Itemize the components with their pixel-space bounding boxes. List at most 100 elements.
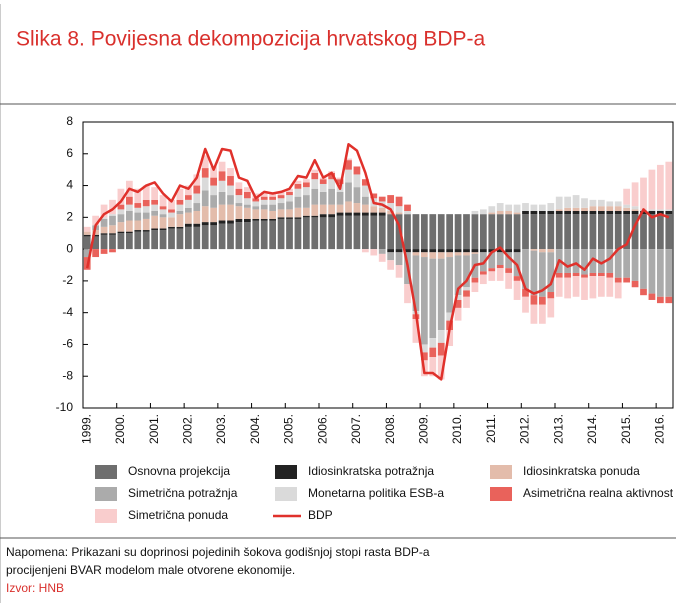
- bar-segment: [656, 210, 664, 215]
- bar-segment: [446, 214, 454, 250]
- bar-segment: [218, 204, 226, 221]
- bar-segment: [656, 214, 664, 250]
- bar-segment: [488, 268, 496, 272]
- bar-segment: [454, 252, 462, 256]
- bar-segment: [353, 174, 361, 188]
- bar-segment: [311, 204, 319, 216]
- bar-segment: [269, 193, 277, 197]
- bar-segment: [530, 295, 538, 305]
- bar-segment: [125, 231, 133, 234]
- bar-segment: [193, 203, 201, 211]
- bar-segment: [345, 169, 352, 183]
- bar-segment: [378, 212, 386, 216]
- bar-segment: [513, 204, 521, 213]
- bar-segment: [193, 223, 201, 227]
- bar-segment: [353, 212, 361, 216]
- x-tick-label: 2004.: [248, 414, 262, 444]
- bar-segment: [572, 214, 580, 250]
- bar-segment: [547, 210, 555, 215]
- bar-segment: [353, 187, 361, 204]
- bar-segment: [538, 296, 546, 305]
- y-tick-label: 2: [66, 210, 73, 224]
- bar-segment: [302, 215, 310, 218]
- bar-segment: [218, 191, 226, 205]
- bar-segment: [210, 225, 218, 250]
- bar-segment: [463, 214, 470, 250]
- bar-segment: [328, 217, 336, 250]
- bar-segment: [210, 207, 218, 223]
- bar-segment: [665, 209, 673, 211]
- x-tick-label: 2012.: [518, 414, 532, 444]
- bar-segment: [210, 195, 218, 208]
- bar-segment: [243, 204, 251, 208]
- bar-segment: [530, 214, 538, 250]
- bar-segment: [404, 249, 411, 253]
- bar-segment: [589, 214, 597, 250]
- bar-segment: [513, 214, 521, 250]
- bar-segment: [581, 207, 588, 211]
- bar-segment: [488, 271, 496, 281]
- legend-swatch: [490, 465, 512, 479]
- bar-segment: [83, 231, 91, 235]
- bar-segment: [227, 195, 234, 205]
- bar-segment: [370, 215, 378, 250]
- x-tick-label: 2016.: [653, 414, 667, 444]
- bar-segment: [496, 249, 504, 253]
- bar-segment: [269, 196, 277, 200]
- bar-segment: [564, 277, 572, 299]
- bar-segment: [159, 217, 167, 229]
- bar-segment: [201, 177, 209, 191]
- bar-segment: [429, 357, 437, 377]
- bar-segment: [471, 214, 479, 250]
- bar-segment: [235, 195, 243, 204]
- bar-segment: [665, 249, 673, 297]
- bar-segment: [336, 212, 344, 216]
- bar-segment: [648, 214, 656, 250]
- bar-segment: [201, 222, 209, 226]
- bar-segment: [277, 203, 285, 210]
- bar-segment: [142, 230, 150, 232]
- bar-segment: [210, 222, 218, 226]
- bar-segment: [328, 179, 336, 189]
- bar-segment: [429, 249, 437, 253]
- bar-segment: [353, 215, 361, 250]
- chart-title: Slika 8. Povijesna dekompozicija hrvatsk…: [16, 28, 486, 51]
- bar-segment: [142, 199, 150, 207]
- bar-segment: [522, 214, 529, 250]
- bar-segment: [100, 204, 108, 218]
- bar-segment: [555, 209, 563, 211]
- bar-segment: [83, 236, 91, 250]
- bar-segment: [522, 296, 529, 313]
- x-tick-label: 2008.: [383, 414, 397, 444]
- bar-segment: [572, 249, 580, 273]
- bar-segment: [142, 231, 150, 250]
- bar-segment: [370, 212, 378, 216]
- bar-segment: [252, 218, 260, 221]
- bar-segment: [429, 338, 437, 348]
- bar-segment: [125, 233, 133, 250]
- bar-segment: [496, 265, 504, 269]
- bar-segment: [631, 214, 639, 250]
- bar-segment: [117, 222, 125, 232]
- note: procijenjeni BVAR modelom male otvorene …: [6, 563, 295, 577]
- bar-segment: [471, 277, 479, 283]
- bar-segment: [345, 215, 352, 250]
- bar-segment: [109, 233, 116, 235]
- bar-segment: [479, 209, 487, 215]
- bar-segment: [277, 209, 285, 218]
- bar-segment: [597, 214, 605, 250]
- bar-segment: [277, 198, 285, 204]
- bar-segment: [294, 207, 302, 218]
- bar-segment: [260, 191, 268, 197]
- bar-segment: [252, 198, 260, 202]
- legend-label: Simetrična ponuda: [128, 508, 228, 522]
- bar-segment: [184, 212, 192, 224]
- bar-segment: [218, 180, 226, 192]
- bar-segment: [277, 191, 285, 196]
- bar-segment: [142, 218, 150, 231]
- bar-segment: [361, 179, 369, 186]
- legend-swatch: [275, 465, 297, 479]
- bar-segment: [100, 249, 108, 254]
- bar-segment: [319, 179, 327, 184]
- bar-segment: [100, 234, 108, 250]
